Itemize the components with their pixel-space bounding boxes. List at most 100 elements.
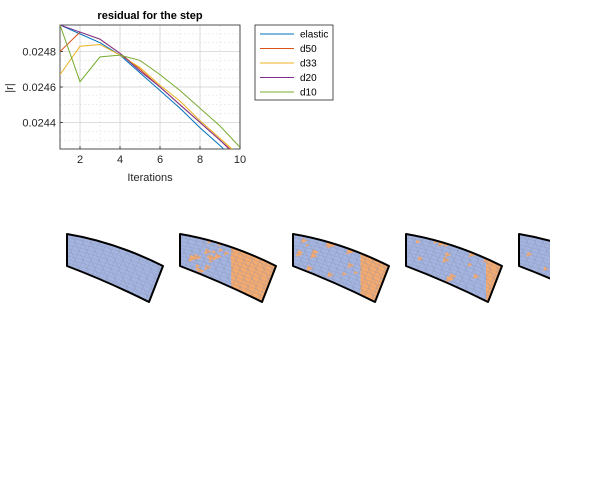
damage-cell — [186, 272, 194, 278]
mesh-edge — [519, 248, 550, 283]
mesh-edge — [551, 224, 591, 314]
mesh-edge — [519, 255, 550, 291]
mesh-edge — [180, 241, 276, 275]
damage-cell — [590, 268, 597, 273]
mesh-edge — [293, 255, 389, 291]
mesh-outline — [405, 233, 503, 303]
mesh-edge — [251, 234, 276, 302]
mesh-edge — [293, 234, 310, 302]
mesh-edge — [550, 224, 590, 314]
damage-cell — [572, 263, 578, 268]
damage-cell — [444, 252, 452, 258]
mesh-edge — [19, 224, 59, 314]
mesh-edge — [519, 262, 550, 299]
y-tick-label: 0.0248 — [22, 47, 56, 59]
mesh-edge — [519, 234, 536, 302]
mesh-edge — [0, 224, 11, 314]
mesh-edge — [180, 248, 276, 283]
damage-cell — [207, 240, 212, 244]
y-axis-label: |r| — [4, 83, 16, 92]
mesh-outline — [292, 233, 390, 303]
residual-chart: residual for the step 2 4 6 8 10 0.02440.024… — [4, 10, 334, 184]
mesh-edge — [67, 244, 163, 279]
mesh-edge — [180, 259, 276, 295]
mesh-edge — [293, 241, 389, 275]
mesh-edge — [180, 234, 189, 302]
mesh-edge — [293, 251, 389, 287]
x-tick-label: 4 — [117, 154, 123, 166]
damage-cell — [489, 262, 498, 269]
mesh-edge — [67, 234, 68, 302]
mesh-edge — [0, 224, 35, 314]
damage-cell — [543, 266, 549, 271]
mesh-edge — [519, 251, 550, 287]
mesh-edge — [67, 248, 163, 283]
x-tick-label: 10 — [234, 154, 246, 166]
damage-cell — [473, 273, 480, 279]
mesh-edge — [67, 255, 163, 291]
series-line-d33 — [60, 43, 233, 149]
mesh-edge — [11, 224, 51, 314]
mesh-edge — [559, 224, 599, 314]
x-axis-label: Iterations — [127, 172, 173, 184]
mesh-edge — [558, 224, 598, 314]
x-tick-label: 8 — [197, 154, 203, 166]
mesh-edge — [67, 237, 163, 271]
mesh-edge — [406, 251, 502, 287]
mesh-outline — [66, 233, 164, 303]
damage-cell — [204, 248, 212, 255]
mesh-edge — [583, 224, 600, 314]
mesh-edge — [519, 241, 550, 275]
damage-cell — [195, 263, 201, 268]
mesh-fill — [519, 234, 550, 279]
mesh-edge — [583, 224, 600, 314]
mesh-edge — [293, 244, 389, 279]
mesh-edge — [0, 224, 3, 314]
mesh-edge — [0, 224, 19, 314]
y-tick-label: 0.0244 — [22, 117, 56, 129]
mesh-fill — [67, 234, 163, 302]
damage-cell — [187, 274, 193, 279]
y-tick-label: 0.0246 — [22, 82, 56, 94]
mesh-edge — [180, 255, 276, 291]
damage-cell — [327, 271, 335, 278]
legend-label-d10: d10 — [300, 88, 317, 99]
damage-cell — [347, 262, 355, 268]
mesh-edge — [180, 244, 276, 279]
damage-cell — [218, 248, 224, 252]
mesh-d33 — [292, 233, 390, 303]
mesh-edge — [19, 224, 59, 314]
mesh-edge — [406, 241, 502, 275]
mesh-edge — [293, 234, 302, 302]
mesh-outline — [518, 233, 550, 280]
mesh-edge — [3, 224, 43, 314]
mesh-edge — [293, 237, 389, 271]
mesh-edge — [67, 251, 163, 287]
mesh-edge — [0, 224, 27, 314]
damage-cell — [229, 255, 235, 260]
mesh-edge — [406, 234, 423, 302]
mesh-edge — [567, 224, 600, 314]
mesh-edge — [567, 224, 600, 314]
damage-cell — [192, 253, 200, 259]
mesh-edge — [519, 244, 550, 279]
mesh-edge — [406, 259, 502, 295]
mesh-edge — [406, 248, 502, 283]
mesh-edge — [0, 224, 27, 314]
mesh-edge — [591, 224, 600, 314]
mesh-edge — [575, 224, 600, 314]
damage-cell — [584, 244, 589, 248]
damage-cell — [233, 249, 240, 255]
mesh-edge — [406, 255, 502, 291]
mesh-edge — [406, 244, 502, 279]
mesh-edge — [67, 234, 84, 302]
series-line-d20 — [60, 25, 230, 149]
mesh-edge — [364, 234, 389, 302]
mesh-edge — [575, 224, 600, 314]
damage-cell — [235, 254, 241, 259]
mesh-edge — [11, 224, 51, 314]
mesh-edge — [566, 224, 600, 314]
damage-cell — [305, 265, 314, 272]
mesh-edge — [3, 224, 43, 314]
